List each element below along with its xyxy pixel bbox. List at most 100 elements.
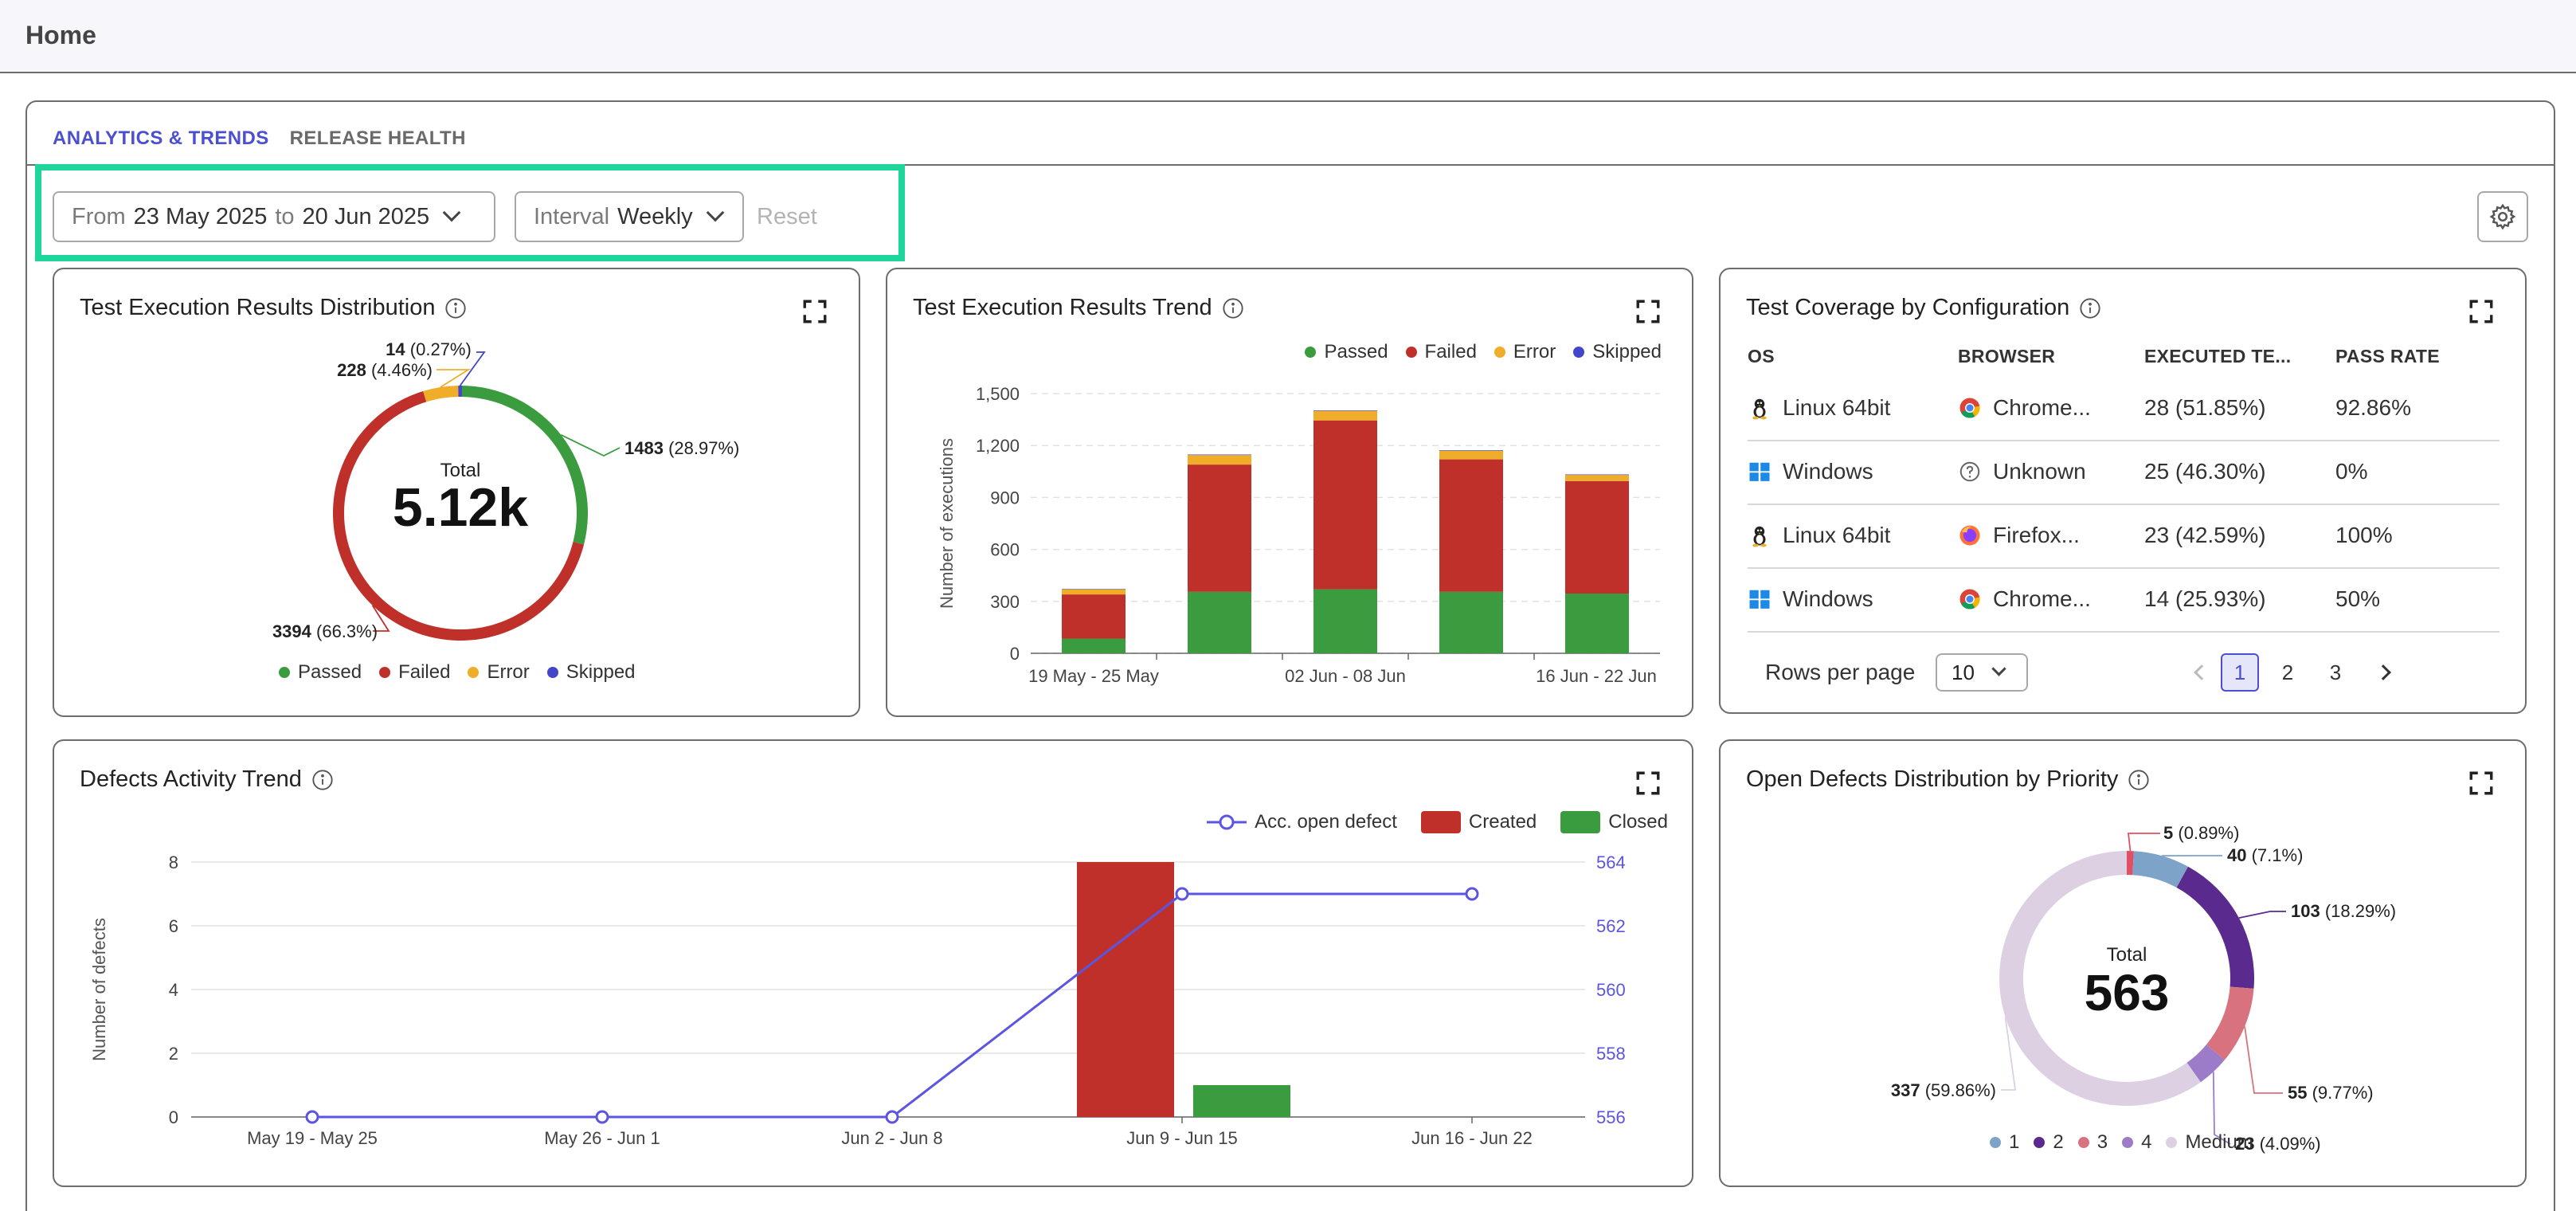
legend-error: Error bbox=[468, 661, 530, 684]
bar-failed bbox=[1188, 464, 1251, 592]
tab-release-health[interactable]: RELEASE HEALTH bbox=[289, 127, 466, 149]
column-header-os[interactable]: OS bbox=[1748, 346, 1775, 366]
legend-error: Error bbox=[1494, 341, 1556, 363]
chart-legend: Passed Failed Error Skipped bbox=[1305, 341, 1662, 363]
page-title: Home bbox=[25, 21, 96, 49]
legend-passed: Passed bbox=[1305, 341, 1388, 363]
legend-priority-2: 2 bbox=[2034, 1131, 2064, 1154]
x-tick-label: 02 Jun - 08 Jun bbox=[1285, 666, 1406, 686]
x-tick-label: 19 May - 25 May bbox=[1028, 666, 1159, 686]
leader-line bbox=[560, 434, 621, 457]
card-title-text: Test Coverage by Configuration bbox=[1746, 295, 2070, 320]
legend-priority-4: 4 bbox=[2122, 1131, 2151, 1154]
y2-tick-label: 564 bbox=[1596, 852, 1626, 872]
total-label: Total bbox=[440, 460, 481, 481]
defects-combo-chart: 0 2 4 6 8 556 558 560 562 564 Number of defects May… bbox=[89, 852, 1626, 1148]
reset-button[interactable]: Reset bbox=[757, 204, 817, 229]
date-range-dropdown[interactable]: From 23 May 2025 to 20 Jun 2025 bbox=[53, 191, 495, 242]
card-title: Open Defects Distribution by Priority bbox=[1746, 766, 2150, 793]
chevron-right-icon bbox=[2375, 664, 2391, 680]
donut-slice-3 bbox=[2206, 986, 2254, 1060]
bar-error bbox=[1565, 475, 1629, 481]
legend-passed: Passed bbox=[279, 661, 362, 684]
bar-skipped bbox=[1062, 589, 1126, 590]
tab-analytics-trends[interactable]: ANALYTICS & TRENDS bbox=[53, 124, 269, 169]
rows-per-page-select[interactable]: 10 bbox=[1936, 653, 2028, 692]
legend-priority-medium: Medium bbox=[2166, 1131, 2253, 1154]
info-icon[interactable] bbox=[2079, 297, 2101, 319]
x-tick-label: Jun 2 - Jun 8 bbox=[841, 1128, 942, 1148]
y-tick-label: 900 bbox=[990, 488, 1020, 508]
expand-icon[interactable] bbox=[2468, 770, 2495, 797]
leader-line bbox=[459, 351, 486, 386]
page-button-2[interactable]: 2 bbox=[2281, 660, 2294, 684]
y-tick-label: 0 bbox=[169, 1107, 178, 1127]
executed-cell: 14 (25.93%) bbox=[2144, 586, 2266, 611]
info-icon[interactable] bbox=[1222, 297, 1244, 319]
table-row[interactable]: Windows Unknown 25 (46.30%) 0% bbox=[1748, 441, 2500, 505]
os-cell: Linux 64bit bbox=[1748, 395, 1890, 421]
donut-slice-skipped bbox=[458, 386, 463, 398]
column-header-browser[interactable]: BROWSER bbox=[1958, 346, 2056, 366]
line-point bbox=[1175, 887, 1189, 901]
browser-cell: Chrome... bbox=[1958, 395, 2091, 421]
prev-page-button[interactable] bbox=[2183, 653, 2221, 692]
column-header-pass-rate[interactable]: PASS RATE bbox=[2335, 346, 2440, 366]
priority-donut-chart: 5 (0.89%)40 (7.1%) 103 (18.29%) 55 (9.77%)… bbox=[1891, 823, 2396, 1154]
donut-slice-2 bbox=[2176, 866, 2254, 989]
unknown-browser-icon bbox=[1959, 461, 1980, 482]
leader-line bbox=[437, 369, 472, 388]
next-page-button[interactable] bbox=[2364, 653, 2402, 692]
line-point bbox=[595, 1110, 609, 1124]
expand-icon[interactable] bbox=[2468, 298, 2495, 325]
slice-label: 23 (4.09%) bbox=[2235, 1134, 2321, 1154]
slice-label: 40 (7.1%) bbox=[2227, 845, 2303, 865]
page-button-1[interactable]: 1 bbox=[2221, 653, 2259, 692]
bar-passed bbox=[1313, 589, 1377, 653]
interval-label: Interval bbox=[534, 203, 610, 229]
y2-tick-label: 562 bbox=[1596, 916, 1626, 936]
info-icon[interactable] bbox=[311, 769, 334, 791]
table-row[interactable]: Windows Chrome... 14 (25.93%) 50% bbox=[1748, 569, 2500, 633]
settings-button[interactable] bbox=[2477, 191, 2528, 242]
expand-icon[interactable] bbox=[1634, 770, 1662, 797]
y-tick-label: 2 bbox=[169, 1044, 178, 1064]
bar-closed bbox=[1193, 1085, 1290, 1117]
slice-label: 14 (0.27%) bbox=[386, 339, 472, 359]
chevron-down-icon bbox=[442, 203, 461, 222]
y-axis-label: Number of executions bbox=[937, 438, 957, 609]
bar-failed bbox=[1565, 480, 1629, 594]
page-button-3[interactable]: 3 bbox=[2329, 660, 2342, 684]
chrome-icon bbox=[1959, 398, 1980, 418]
chevron-down-icon bbox=[1991, 660, 2006, 676]
legend-created: Created bbox=[1420, 811, 1537, 833]
column-header-executed[interactable]: EXECUTED TE... bbox=[2144, 346, 2292, 366]
slice-label: 1483 (28.97%) bbox=[624, 438, 739, 458]
bar-skipped bbox=[1188, 454, 1251, 456]
windows-icon bbox=[1749, 590, 1770, 609]
table-row[interactable]: Linux 64bit Chrome... 28 (51.85%) 92.86% bbox=[1748, 378, 2500, 441]
y2-tick-label: 560 bbox=[1596, 980, 1626, 1000]
legend-closed: Closed bbox=[1560, 811, 1668, 833]
priority-distribution-card: Open Defects Distribution by Priority 5 … bbox=[1719, 739, 2527, 1187]
slice-label: 55 (9.77%) bbox=[2288, 1083, 2374, 1103]
donut-slice-top bbox=[2127, 851, 2134, 876]
expand-icon[interactable] bbox=[801, 298, 828, 325]
info-icon[interactable] bbox=[2128, 769, 2150, 791]
bar-created bbox=[1077, 862, 1174, 1117]
expand-icon[interactable] bbox=[1634, 298, 1662, 325]
linux-icon bbox=[1752, 398, 1767, 420]
executed-cell: 23 (42.59%) bbox=[2144, 523, 2266, 547]
interval-dropdown[interactable]: Interval Weekly bbox=[515, 191, 744, 242]
table-row[interactable]: Linux 64bit Firefox... 23 (42.59%) 100% bbox=[1748, 505, 2500, 569]
coverage-card: Test Coverage by Configuration OS BROWSE… bbox=[1719, 268, 2527, 714]
gear-icon bbox=[2489, 203, 2516, 230]
bar-passed bbox=[1062, 638, 1126, 653]
y-tick-label: 1,500 bbox=[976, 384, 1020, 404]
chevron-left-icon bbox=[2194, 664, 2210, 680]
from-date: 23 May 2025 bbox=[133, 203, 268, 229]
donut-slice-error bbox=[423, 386, 459, 402]
info-icon[interactable] bbox=[444, 297, 467, 319]
bar-skipped bbox=[1313, 410, 1377, 411]
y-tick-label: 0 bbox=[1010, 644, 1020, 664]
